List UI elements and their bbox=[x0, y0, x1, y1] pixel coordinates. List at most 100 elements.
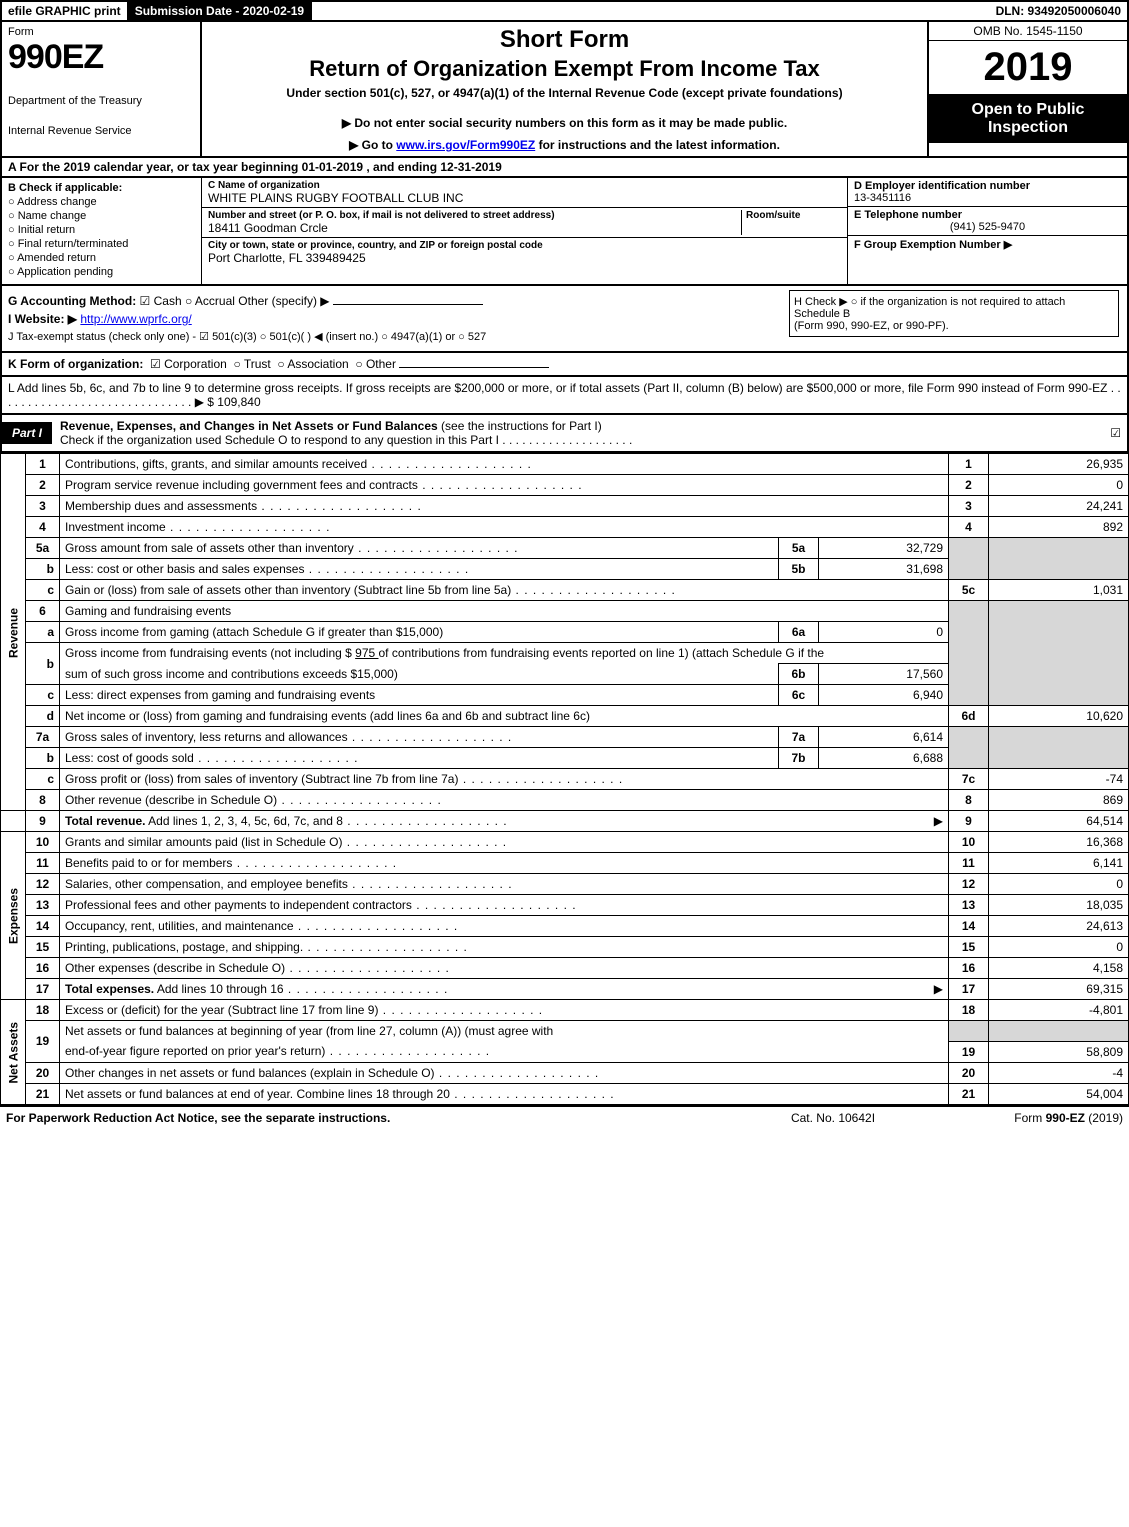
i-label: I Website: ▶ bbox=[8, 312, 77, 326]
chk-application-pending[interactable]: Application pending bbox=[8, 266, 195, 278]
chk-initial-return[interactable]: Initial return bbox=[8, 224, 195, 236]
street-value: 18411 Goodman Crcle bbox=[208, 221, 741, 235]
l17-num: 17 bbox=[26, 979, 60, 1000]
l6c-num: c bbox=[26, 685, 60, 706]
k-corporation[interactable]: Corporation bbox=[150, 357, 227, 371]
l6-desc: Gaming and fundraising events bbox=[60, 601, 949, 622]
l15-col: 15 bbox=[949, 937, 989, 958]
k-trust[interactable]: Trust bbox=[233, 357, 270, 371]
l7b-num: b bbox=[26, 748, 60, 769]
l5a-desc: Gross amount from sale of assets other t… bbox=[60, 538, 779, 559]
l13-desc: Professional fees and other payments to … bbox=[60, 895, 949, 916]
l19-col: 19 bbox=[949, 1041, 989, 1062]
l10-num: 10 bbox=[26, 832, 60, 853]
l6-num: 6 bbox=[26, 601, 60, 622]
goto-line: ▶ Go to www.irs.gov/Form990EZ for instru… bbox=[210, 138, 919, 152]
l8-num: 8 bbox=[26, 790, 60, 811]
l1-col: 1 bbox=[949, 454, 989, 475]
l20-col: 20 bbox=[949, 1062, 989, 1083]
line-6d: d Net income or (loss) from gaming and f… bbox=[1, 706, 1129, 727]
l12-col: 12 bbox=[949, 874, 989, 895]
goto-prefix: ▶ Go to bbox=[349, 138, 396, 152]
line-6: 6 Gaming and fundraising events bbox=[1, 601, 1129, 622]
k-association[interactable]: Association bbox=[277, 357, 348, 371]
l17-desc: Total expenses. Add lines 10 through 16 … bbox=[60, 979, 949, 1000]
l15-desc: Printing, publications, postage, and shi… bbox=[60, 937, 949, 958]
l21-amt: 54,004 bbox=[989, 1083, 1129, 1104]
k-other[interactable]: Other bbox=[355, 357, 396, 371]
l10-desc: Grants and similar amounts paid (list in… bbox=[60, 832, 949, 853]
part1-title-sub: (see the instructions for Part I) bbox=[441, 419, 602, 433]
g-other-blank[interactable] bbox=[333, 304, 483, 305]
phone-label: E Telephone number bbox=[854, 209, 1121, 221]
g-accrual[interactable]: Accrual bbox=[185, 294, 235, 308]
footer-paperwork: For Paperwork Reduction Act Notice, see … bbox=[6, 1111, 743, 1125]
goto-link[interactable]: www.irs.gov/Form990EZ bbox=[396, 138, 535, 152]
line-19a: 19 Net assets or fund balances at beginn… bbox=[1, 1021, 1129, 1042]
block-bcd: B Check if applicable: Address change Na… bbox=[0, 178, 1129, 286]
line-4: 4 Investment income 4 892 bbox=[1, 517, 1129, 538]
l16-amt: 4,158 bbox=[989, 958, 1129, 979]
chk-address-change[interactable]: Address change bbox=[8, 196, 195, 208]
k-other-blank[interactable] bbox=[399, 367, 549, 368]
part1-title: Revenue, Expenses, and Changes in Net As… bbox=[52, 415, 1110, 451]
l7a-inneramt: 6,614 bbox=[819, 727, 949, 748]
line-8: 8 Other revenue (describe in Schedule O)… bbox=[1, 790, 1129, 811]
l2-col: 2 bbox=[949, 475, 989, 496]
sidelabel-revenue: Revenue bbox=[1, 454, 26, 811]
part1-header: Part I Revenue, Expenses, and Changes in… bbox=[0, 415, 1129, 453]
city-label: City or town, state or province, country… bbox=[208, 240, 841, 251]
l6c-desc: Less: direct expenses from gaming and fu… bbox=[60, 685, 779, 706]
l11-col: 11 bbox=[949, 853, 989, 874]
line-9: 9 Total revenue. Add lines 1, 2, 3, 4, 5… bbox=[1, 811, 1129, 832]
l19-desc: Net assets or fund balances at beginning… bbox=[60, 1021, 949, 1042]
g-cash[interactable]: Cash bbox=[140, 294, 182, 308]
l6b-desc-top: Gross income from fundraising events (no… bbox=[60, 643, 949, 664]
lines-table: Revenue 1 Contributions, gifts, grants, … bbox=[0, 453, 1129, 1105]
line-2: 2 Program service revenue including gove… bbox=[1, 475, 1129, 496]
l19-amt: 58,809 bbox=[989, 1041, 1129, 1062]
line-16: 16 Other expenses (describe in Schedule … bbox=[1, 958, 1129, 979]
part1-label: Part I bbox=[2, 422, 52, 444]
l6b-desc1: Gross income from fundraising events (no… bbox=[65, 646, 355, 660]
l3-amt: 24,241 bbox=[989, 496, 1129, 517]
chk-final-return[interactable]: Final return/terminated bbox=[8, 238, 195, 250]
l19-num: 19 bbox=[26, 1021, 60, 1063]
line-12: 12 Salaries, other compensation, and emp… bbox=[1, 874, 1129, 895]
ein-label: D Employer identification number bbox=[854, 180, 1121, 192]
l14-desc: Occupancy, rent, utilities, and maintena… bbox=[60, 916, 949, 937]
l6a-desc: Gross income from gaming (attach Schedul… bbox=[60, 622, 779, 643]
l16-desc: Other expenses (describe in Schedule O) bbox=[60, 958, 949, 979]
l9-desc: Total revenue. Add lines 1, 2, 3, 4, 5c,… bbox=[60, 811, 949, 832]
l3-desc: Membership dues and assessments bbox=[60, 496, 949, 517]
dept-irs: Internal Revenue Service bbox=[8, 125, 194, 137]
l6c-inner: 6c bbox=[779, 685, 819, 706]
l6d-col: 6d bbox=[949, 706, 989, 727]
open-public: Open to Public Inspection bbox=[929, 95, 1127, 143]
line-10: Expenses 10 Grants and similar amounts p… bbox=[1, 832, 1129, 853]
chk-amended-return[interactable]: Amended return bbox=[8, 252, 195, 264]
line-18: Net Assets 18 Excess or (deficit) for th… bbox=[1, 1000, 1129, 1021]
l8-amt: 869 bbox=[989, 790, 1129, 811]
l7a-desc: Gross sales of inventory, less returns a… bbox=[60, 727, 779, 748]
line-5c: c Gain or (loss) from sale of assets oth… bbox=[1, 580, 1129, 601]
g-other[interactable]: Other (specify) ▶ bbox=[238, 294, 329, 308]
city-value: Port Charlotte, FL 339489425 bbox=[208, 251, 841, 265]
line-11: 11 Benefits paid to or for members 11 6,… bbox=[1, 853, 1129, 874]
l7b-desc: Less: cost of goods sold bbox=[60, 748, 779, 769]
part1-checkbox[interactable]: ☑ bbox=[1110, 426, 1127, 440]
l4-col: 4 bbox=[949, 517, 989, 538]
website-link[interactable]: http://www.wprfc.org/ bbox=[80, 312, 191, 326]
part1-title-text: Revenue, Expenses, and Changes in Net As… bbox=[60, 419, 441, 433]
group-label: F Group Exemption Number ▶ bbox=[854, 238, 1121, 251]
l6b-underline: 975 bbox=[355, 646, 378, 660]
l5b-num: b bbox=[26, 559, 60, 580]
chk-name-change[interactable]: Name change bbox=[8, 210, 195, 222]
l5b-inner: 5b bbox=[779, 559, 819, 580]
l6-shade bbox=[949, 601, 989, 706]
l20-num: 20 bbox=[26, 1062, 60, 1083]
l19-shade2 bbox=[989, 1021, 1129, 1042]
tax-year: 2019 bbox=[929, 41, 1127, 95]
l7b-inneramt: 6,688 bbox=[819, 748, 949, 769]
sidelabel-expenses: Expenses bbox=[1, 832, 26, 1000]
